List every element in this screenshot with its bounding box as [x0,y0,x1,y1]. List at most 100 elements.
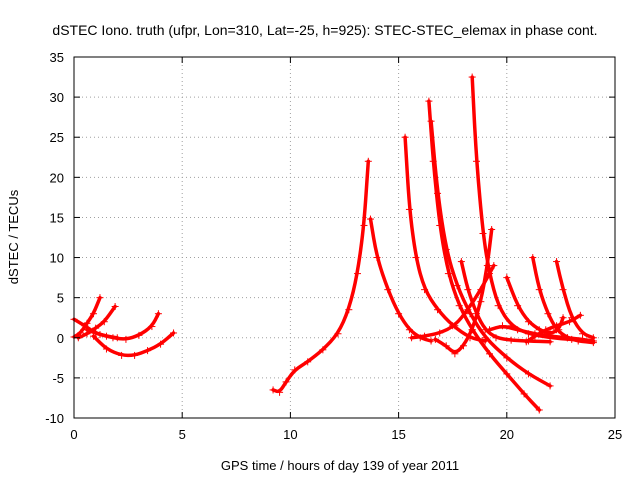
series-17-point [574,337,582,345]
series-4-point [96,331,104,339]
series-19-point [514,326,522,334]
series-9-trace [427,99,542,412]
series-11-point [485,270,493,278]
series-10-point [427,117,435,125]
series-4-point [135,331,143,339]
series-7-point [384,286,392,294]
series-9-point [429,157,437,165]
series-17-point [553,326,561,334]
x-tick-label: 5 [179,427,186,442]
series-5-point [118,351,126,359]
series-5-point [144,347,152,355]
series-15-point [559,314,567,322]
series-8-point [421,286,429,294]
y-tick-label: 0 [57,331,64,346]
series-6-point [269,386,277,394]
series-19-point [485,326,493,334]
series-9-point [436,221,444,229]
series-15-point [524,318,532,326]
series-6-point [353,270,361,278]
y-tick-label: 5 [57,291,64,306]
series-8-point [412,254,420,262]
series-5-point [131,351,139,359]
x-axis-label: GPS time / hours of day 139 of year 2011 [221,458,459,473]
series-11-point [468,73,476,81]
series-13-point [507,336,515,344]
series-19-point [531,330,539,338]
series-12-point [451,350,459,358]
grid [74,57,615,418]
series-3-point [92,324,100,332]
series-16-point [566,318,574,326]
series-9-point [425,97,433,105]
series-8-point [434,306,442,314]
series-16-point [522,338,530,346]
series-10-point [442,246,450,254]
series-9-point [444,270,452,278]
x-axis-tick-labels: 0 5 10 15 20 25 [70,427,622,442]
series-18-point [568,314,576,322]
y-tick-label: 20 [50,170,64,185]
series-18-point [559,286,567,294]
series-11-point [473,157,481,165]
series-6-point [276,388,284,396]
series-9-point [535,406,543,414]
series-3-point [111,302,119,310]
x-tick-label: 0 [70,427,77,442]
series-12-point [468,326,476,334]
plot-frame [73,56,616,419]
series-15-point [514,302,522,310]
series-8-point [401,133,409,141]
series-1-point [96,294,104,302]
series-19-point [579,335,587,343]
series-4-point [83,326,91,334]
series-7-point [427,337,435,345]
series-6-point [334,330,342,338]
series-10-point [434,189,442,197]
series-10-point [466,310,474,318]
series-11-point [568,335,576,343]
series-14-point [436,329,444,337]
series-5-point [157,340,165,348]
y-axis-label: dSTEC / TECUs [6,189,21,284]
series-17-point [544,310,552,318]
series-7-point [405,326,413,334]
series-10-point [524,370,532,378]
x-tick-label: 15 [391,427,405,442]
series-1-point [76,329,84,337]
series-15-point [503,274,511,282]
y-tick-label: -5 [52,371,64,386]
series-12-point [431,335,439,343]
series-19-point [546,332,554,340]
series-17-point [529,254,537,262]
series-17-point [535,286,543,294]
series-15-point [535,326,543,334]
axis-ticks [73,56,616,419]
y-tick-label: 15 [50,210,64,225]
series-15-trace [505,275,565,335]
series-12-point [488,225,496,233]
series-14-point [464,306,472,314]
y-axis-tick-labels: -10 -5 0 5 10 15 20 25 30 35 [45,50,64,426]
series-13-point [457,258,465,266]
series-4-point [148,323,156,331]
series-4-point [109,334,117,342]
series-12-point [460,342,468,350]
series-14-point [408,334,416,342]
series-5-point [170,329,178,337]
series-7-point [366,215,374,223]
chart-title: dSTEC Iono. truth (ufpr, Lon=310, Lat=-2… [52,22,597,38]
series-6-point [282,378,290,386]
series-19-point [563,334,571,342]
series-18-point [553,258,561,266]
series-11-point [507,322,515,330]
series-14-point [421,332,429,340]
series-9-point [520,390,528,398]
y-tick-label: 25 [50,130,64,145]
series-7-point [416,334,424,342]
series-5-trace [91,331,176,358]
series-9-point [503,370,511,378]
series-11-point [479,229,487,237]
series-10-point [481,334,489,342]
